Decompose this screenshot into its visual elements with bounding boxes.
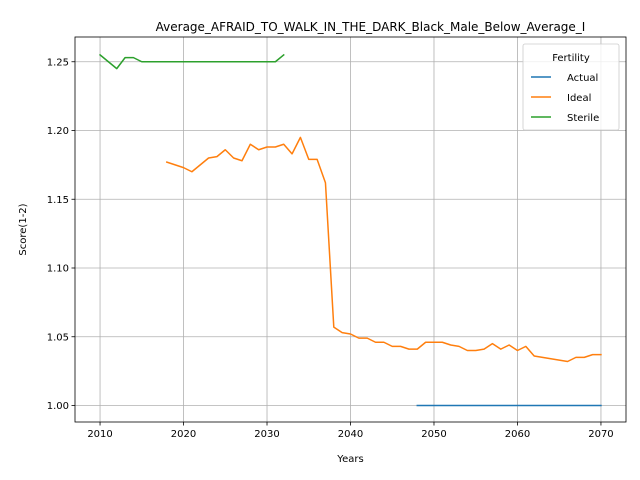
x-tick-label: 2020 (171, 429, 196, 440)
x-tick-label: 2060 (505, 429, 530, 440)
y-tick-label: 1.20 (47, 126, 69, 137)
x-tick-label: 2040 (338, 429, 363, 440)
legend-label-ideal: Ideal (567, 93, 591, 104)
y-tick-label: 1.05 (47, 332, 69, 343)
grid (75, 37, 626, 422)
legend-box (522, 43, 620, 131)
y-tick-label: 1.15 (47, 195, 69, 206)
legend-label-actual: Actual (567, 73, 598, 84)
legend-label-sterile: Sterile (567, 113, 599, 124)
y-tick-label: 1.10 (47, 264, 69, 275)
axis-ticks: 2010 2020 2030 2040 2050 2060 2070 1.00 1.05 1.10… (47, 57, 614, 440)
series-line-ideal (165, 136, 602, 363)
x-tick-label: 2030 (254, 429, 279, 440)
series-line-sterile (98, 53, 285, 70)
series-lines (98, 53, 602, 407)
x-tick-label: 2070 (588, 429, 613, 440)
x-axis-label: Years (336, 454, 363, 465)
chart-title: Average_AFRAID_TO_WALK_IN_THE_DARK_Black… (156, 20, 586, 34)
legend: Fertility Actual Ideal Sterile (522, 43, 620, 131)
y-tick-label: 1.25 (47, 57, 69, 68)
legend-title: Fertility (552, 53, 590, 64)
y-axis-label: Score(1-2) (18, 203, 29, 255)
y-tick-label: 1.00 (47, 401, 69, 412)
x-tick-label: 2050 (421, 429, 446, 440)
x-tick-label: 2010 (87, 429, 112, 440)
